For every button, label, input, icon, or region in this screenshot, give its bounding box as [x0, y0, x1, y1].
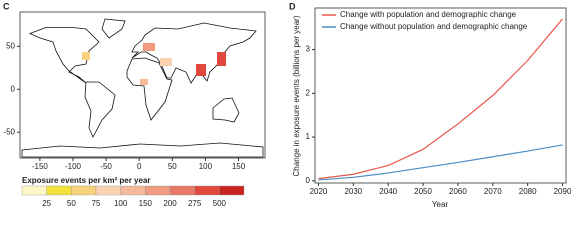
x-tick-label: 100	[199, 162, 213, 171]
legend-label: Change without population and demographi…	[340, 22, 528, 31]
hotspot	[140, 79, 148, 85]
x-tick-label: -100	[65, 162, 82, 171]
x-tick-label: 2060	[449, 187, 467, 196]
south-america	[84, 81, 116, 138]
colorbar-swatch	[194, 185, 220, 196]
hotspot	[143, 43, 155, 51]
x-tick-label: 150	[232, 162, 246, 171]
hotspot	[160, 58, 172, 66]
x-tick-label: 2090	[554, 187, 572, 196]
y-tick-label: -50	[3, 127, 15, 136]
north-america	[28, 27, 100, 84]
x-tick-label: -150	[32, 162, 49, 171]
hotspot	[82, 52, 90, 60]
colorbar-label: 200	[163, 199, 177, 208]
series-line	[318, 18, 563, 180]
colorbar-swatch	[95, 185, 121, 196]
colorbar-label: 75	[92, 199, 101, 208]
x-tick-label: 2020	[310, 187, 328, 196]
x-tick-label: 50	[168, 162, 177, 171]
colorbar-swatch	[145, 185, 171, 196]
africa	[126, 57, 173, 121]
map-land	[21, 18, 264, 158]
colorbar-swatch	[169, 185, 195, 196]
x-tick-label: 2030	[344, 187, 362, 196]
legend-label: Change with population and demographic c…	[340, 10, 517, 19]
colorbar-label: 275	[188, 199, 202, 208]
colorbar-swatch	[46, 185, 72, 196]
y-tick-label: 2	[306, 88, 311, 97]
australia	[212, 97, 240, 123]
y-tick-label: 0	[11, 84, 16, 93]
series-line	[318, 144, 563, 181]
colorbar-label: 500	[213, 199, 227, 208]
hotspot	[196, 64, 206, 76]
map-hotspots	[82, 43, 226, 85]
x-tick-label: 2050	[414, 187, 432, 196]
y-tick-label: 3	[306, 45, 311, 54]
y-axis-label: Change in exposure events (billions per …	[292, 15, 301, 176]
panel-label: C	[3, 1, 10, 11]
x-tick-label: -50	[100, 162, 112, 171]
panel-label: D	[289, 1, 296, 11]
x-tick-label: 0	[137, 162, 142, 171]
x-tick-label: 2080	[519, 187, 537, 196]
colorbar-swatch	[71, 185, 97, 196]
colorbar-swatch	[21, 185, 47, 196]
colorbar-label: 100	[114, 199, 128, 208]
colorbar-label: 50	[67, 199, 76, 208]
y-tick-label: 50	[6, 41, 15, 50]
colorbar-title: Exposure events per km² per year	[22, 176, 151, 185]
plot-frame	[314, 7, 567, 184]
colorbar-swatch	[219, 185, 245, 196]
colorbar-label: 150	[139, 199, 153, 208]
y-tick-label: 0	[306, 176, 311, 185]
antarctica	[21, 142, 264, 158]
plot-frame	[19, 11, 266, 159]
x-tick-label: 2040	[379, 187, 397, 196]
x-tick-label: 2070	[484, 187, 502, 196]
colorbar-swatch	[120, 185, 146, 196]
x-axis-label: Year	[432, 200, 449, 209]
greenland	[101, 18, 126, 39]
y-tick-label: 1	[306, 132, 311, 141]
colorbar-label: 25	[42, 199, 51, 208]
hotspot	[217, 52, 226, 66]
